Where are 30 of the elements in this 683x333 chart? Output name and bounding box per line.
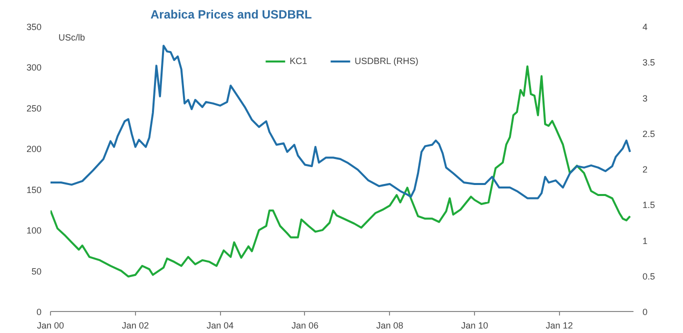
chart-title: Arabica Prices and USDBRL xyxy=(150,8,312,22)
y2-tick-label: 1.5 xyxy=(642,200,656,210)
x-tick-label: Jan 10 xyxy=(461,320,488,330)
line-series xyxy=(50,65,632,278)
y2-tick-label: 0 xyxy=(642,307,648,317)
y2-tick-label: 2.5 xyxy=(642,128,656,139)
y2-tick-label: 3.5 xyxy=(642,58,656,68)
legend-label: USDBRL (RHS) xyxy=(354,56,418,66)
y-axis-title: USc/lb xyxy=(58,32,86,42)
x-tick-label: Jan 02 xyxy=(122,320,149,330)
y2-tick-label: 2 xyxy=(642,164,648,174)
y-tick-label: 50 xyxy=(31,266,42,276)
line-series xyxy=(50,44,632,200)
y-tick-label: 250 xyxy=(26,103,42,114)
y-tick-label: 350 xyxy=(26,22,42,32)
y2-tick-label: 3 xyxy=(642,93,648,104)
x-tick-label: Jan 08 xyxy=(376,320,404,330)
y-tick-label: 0 xyxy=(36,307,42,317)
y-tick-label: 100 xyxy=(26,226,42,236)
x-tick-label: Jan 06 xyxy=(291,320,318,330)
y-tick-label: 300 xyxy=(26,62,42,73)
legend-label: KC1 xyxy=(290,56,308,66)
x-tick-label: Jan 00 xyxy=(36,320,64,330)
y2-tick-label: 4 xyxy=(642,22,648,32)
y2-tick-label: 0.5 xyxy=(642,271,656,282)
y-tick-label: 150 xyxy=(26,184,42,195)
x-tick-label: Jan 12 xyxy=(546,320,573,330)
y2-tick-label: 1 xyxy=(642,236,648,246)
x-tick-label: Jan 04 xyxy=(206,320,234,330)
y-tick-label: 200 xyxy=(26,144,42,154)
